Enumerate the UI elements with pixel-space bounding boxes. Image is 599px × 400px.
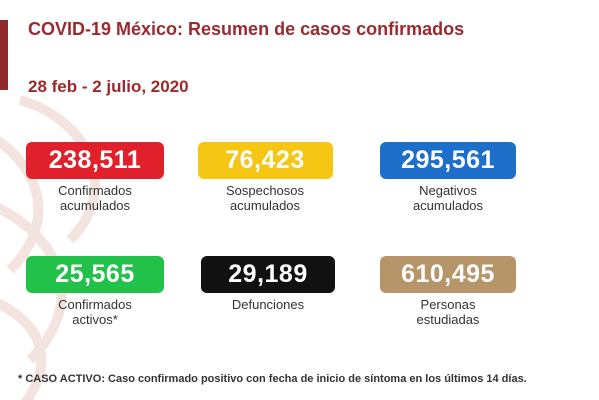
- footnote: * CASO ACTIVO: Caso confirmado positivo …: [18, 373, 527, 385]
- stat-estudiadas: 610,495 Personas estudiadas: [378, 256, 518, 327]
- stat-label: Confirmados acumulados: [58, 183, 132, 213]
- stat-label: Negativos acumulados: [412, 183, 484, 213]
- page-title: COVID-19 México: Resumen de casos confir…: [28, 19, 465, 39]
- stat-activos: 25,565 Confirmados activos*: [25, 256, 165, 327]
- stat-label: Defunciones: [231, 297, 305, 312]
- stat-confirmados: 238,511 Confirmados acumulados: [25, 142, 165, 213]
- date-range: 28 feb - 2 julio, 2020: [28, 77, 189, 96]
- stat-value: 610,495: [380, 256, 516, 293]
- stat-defunciones: 29,189 Defunciones: [198, 256, 338, 312]
- stat-value: 76,423: [197, 142, 333, 179]
- stat-value: 29,189: [201, 256, 335, 293]
- stat-value: 25,565: [26, 256, 164, 293]
- stat-label: Confirmados activos*: [58, 297, 132, 327]
- stat-value: 295,561: [380, 142, 516, 179]
- stat-label: Personas estudiadas: [416, 297, 480, 327]
- header-accent-bar: [0, 20, 8, 90]
- stat-sospechosos: 76,423 Sospechosos acumulados: [195, 142, 335, 213]
- stat-value: 238,511: [26, 142, 164, 179]
- stat-negativos: 295,561 Negativos acumulados: [378, 142, 518, 213]
- stat-label: Sospechosos acumulados: [225, 183, 305, 213]
